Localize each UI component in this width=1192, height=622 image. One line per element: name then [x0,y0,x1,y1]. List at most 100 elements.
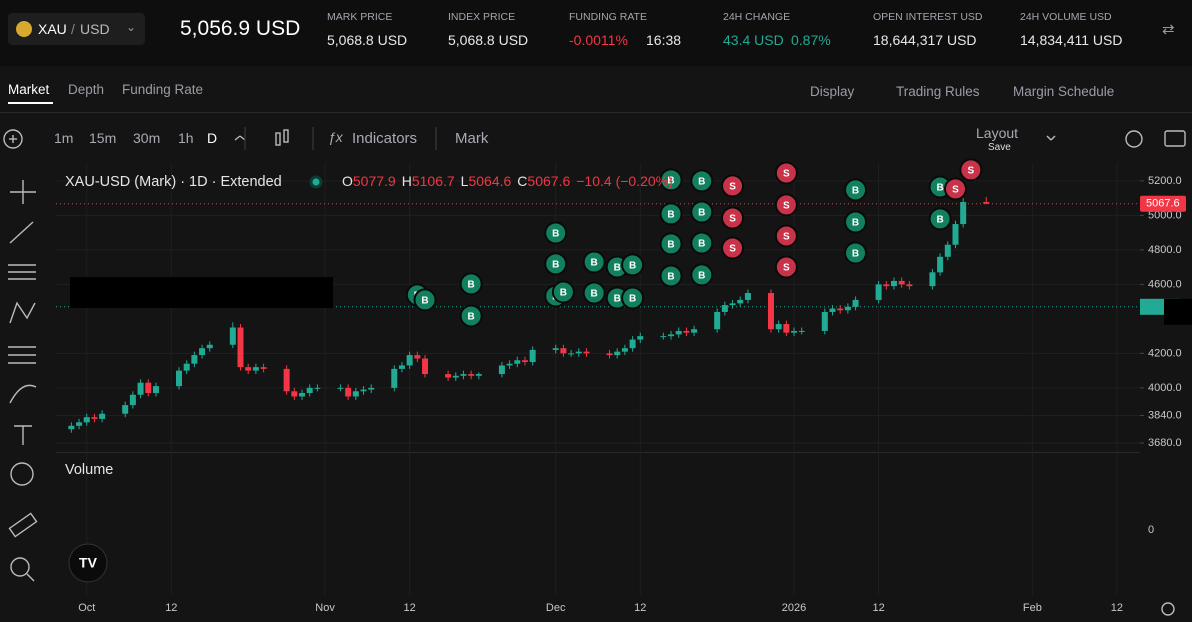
trade-marker [959,158,983,182]
candle-body [568,353,575,355]
y-tick-label: 3840.0 [1148,409,1182,421]
settings-icon[interactable]: ⇄ [1162,21,1175,38]
candle-body [345,387,352,397]
volume-tick-label: 0 [1148,524,1154,536]
trade-marker [659,264,683,288]
trade-marker [774,255,798,279]
stat-value: 43.4 USD [723,32,784,48]
trade-marker [844,210,868,234]
trade-marker-label: B [667,210,674,221]
x-tick-label: Oct [78,602,95,614]
candle-body [744,293,751,300]
status-dot [309,175,323,189]
candle-body [691,329,698,333]
trade-marker [690,200,714,224]
candle-body [821,311,828,331]
candle-body [360,389,367,392]
pair-sep: / [71,21,75,37]
candle-body [414,355,421,359]
y-tick-label: 4000.0 [1148,382,1182,394]
y-tick-label: 4800.0 [1148,244,1182,256]
mark-button[interactable]: Mark [455,130,489,147]
axis-settings[interactable] [1161,602,1175,616]
trade-marker-label: B [936,183,943,194]
candle-body [76,422,83,426]
candle-body [737,299,744,304]
ohlc-key: C [517,173,527,189]
candle-body [791,330,798,333]
trade-marker [659,168,683,192]
layout[interactable]: Layout [976,125,1019,141]
candle-body [837,308,844,311]
logo-text: TV [79,555,98,571]
link[interactable]: Margin Schedule [1013,84,1115,99]
candle-body [875,284,882,300]
save[interactable]: Save [988,142,1011,153]
coin-icon [16,21,32,37]
trade-marker [544,221,568,245]
candle-body [199,348,206,356]
pair-quote: USD [80,21,110,37]
candle-body [252,367,259,371]
candle-body [122,405,129,414]
candle-body [683,330,690,333]
trade-marker-label: S [783,263,790,274]
candle-body [406,355,413,366]
candle-body [129,394,136,406]
volume-title: Volume [65,462,113,478]
trade-marker-label: B [468,280,475,291]
candle-body [668,334,675,337]
trade-marker-label: B [667,240,674,251]
trade-marker-label: B [852,218,859,229]
interval[interactable]: 30m [133,130,161,146]
candle-body [775,324,782,330]
x-tick-label: 12 [872,602,884,614]
candle-body [422,358,429,375]
trade-marker [582,250,606,274]
indicators[interactable]: Indicators [352,130,418,147]
candle-body [299,393,306,397]
x-tick-label: Feb [1023,602,1042,614]
plot: 5067.6BBBBBBBBBBBBBBBBBBBBBBSSSSSSSBBBBB… [56,158,1192,433]
trade-marker [844,241,868,265]
stat-label: MARK PRICE [327,11,393,23]
stat-value: 18,644,317 USD [873,32,977,48]
trade-marker [928,207,952,231]
candle-body [191,355,198,364]
redaction [1164,298,1192,325]
ohlc-value: 5106.7 [412,173,455,189]
trade-marker-label: B [629,294,636,305]
candle-body [560,348,567,354]
trade-marker-label: S [783,169,790,180]
tab[interactable]: Market [8,82,50,97]
link[interactable]: Trading Rules [896,84,980,99]
candle-body [783,324,790,333]
ohlc-value: 5067.6 [527,173,570,189]
interval[interactable]: 15m [89,130,117,146]
link[interactable]: Display [810,84,855,99]
tab[interactable]: Depth [68,82,105,97]
trade-marker-label: B [614,263,621,274]
trade-marker [459,272,483,296]
candle-body [844,306,851,311]
change: −10.4 (−0.20%) [576,173,673,189]
interval[interactable]: D [207,130,218,146]
trade-marker [582,281,606,305]
trade-marker [690,231,714,255]
trade-marker [774,161,798,185]
candle-body [398,365,405,369]
candle-body [629,339,636,349]
tab[interactable]: Funding Rate [122,82,204,97]
candle-body [337,387,344,389]
interval[interactable]: 1m [54,130,74,146]
candle-body [552,348,559,350]
x-tick-label: 2026 [782,602,806,614]
candle-body [245,367,252,371]
candle-body [721,305,728,312]
candle-body [660,336,667,338]
ohlc-key: H [402,173,412,189]
candle-body [314,387,321,389]
candle-body [621,348,628,352]
interval[interactable]: 1h [178,130,194,146]
